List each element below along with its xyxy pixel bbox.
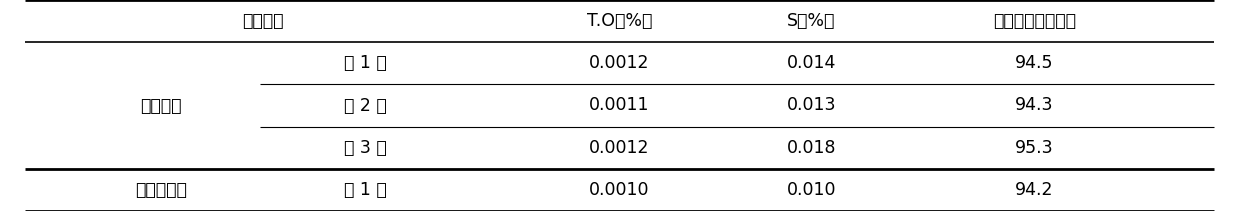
Text: 0.0012: 0.0012 (590, 139, 649, 157)
Text: 94.2: 94.2 (1015, 181, 1054, 199)
Text: 0.0011: 0.0011 (590, 96, 649, 115)
Text: 0.0012: 0.0012 (590, 54, 649, 72)
Text: T.O（%）: T.O（%） (587, 12, 652, 30)
Text: 第 1 炉: 第 1 炉 (344, 54, 387, 72)
Text: 94.5: 94.5 (1015, 54, 1054, 72)
Text: 0.010: 0.010 (787, 181, 836, 199)
Text: 0.018: 0.018 (787, 139, 836, 157)
Text: S（%）: S（%） (787, 12, 836, 30)
Text: 夹杂物塑性化比例: 夹杂物塑性化比例 (994, 12, 1075, 30)
Text: 94.3: 94.3 (1015, 96, 1054, 115)
Text: 95.3: 95.3 (1015, 139, 1054, 157)
Text: 0.013: 0.013 (787, 96, 836, 115)
Text: 相关指标: 相关指标 (243, 12, 284, 30)
Text: 0.014: 0.014 (787, 54, 836, 72)
Text: 0.0010: 0.0010 (590, 181, 649, 199)
Text: 原始工艺: 原始工艺 (140, 96, 182, 115)
Text: 第 2 炉: 第 2 炉 (344, 96, 387, 115)
Text: 第 3 炉: 第 3 炉 (344, 139, 387, 157)
Text: 本发明方法: 本发明方法 (135, 181, 187, 199)
Text: 第 1 炉: 第 1 炉 (344, 181, 387, 199)
